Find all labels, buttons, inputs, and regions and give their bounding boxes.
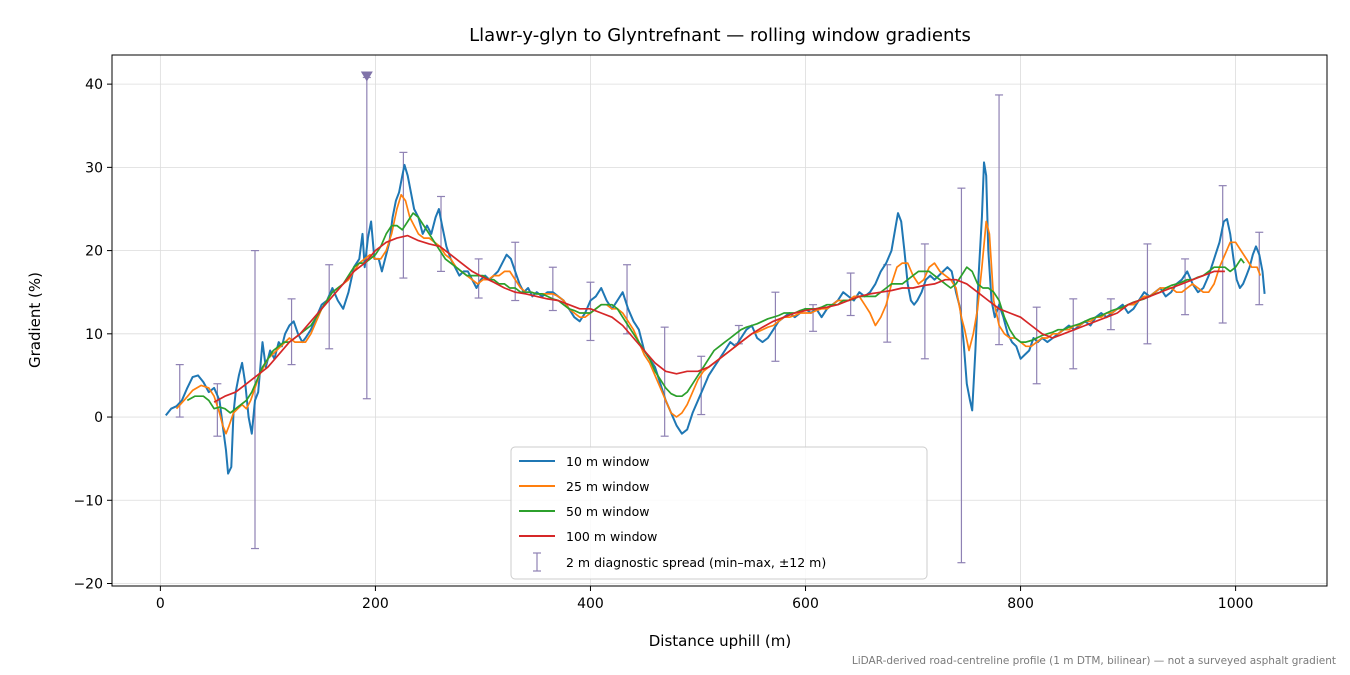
legend-label-25m: 25 m window [566, 479, 649, 494]
errorbar [325, 264, 334, 350]
y-axis-label: Gradient (%) [26, 272, 44, 368]
x-tick-label: 0 [156, 596, 165, 612]
x-tick-label: 400 [577, 596, 604, 612]
legend-label-10m: 10 m window [566, 454, 649, 469]
x-tick-label: 1000 [1218, 596, 1254, 612]
plot-frame [111, 54, 1328, 587]
x-axis-label: Distance uphill (m) [649, 632, 791, 650]
y-axis-ticks: −20 −10 0 10 20 30 40 [73, 77, 112, 593]
errorbar [437, 195, 446, 272]
x-tick-label: 800 [1007, 596, 1034, 612]
legend-swatch-errorbar [533, 552, 541, 572]
legend-label-100m: 100 m window [566, 529, 657, 544]
y-tick-label: 0 [94, 410, 103, 426]
x-tick-label: 600 [792, 596, 819, 612]
y-tick-label: 10 [85, 327, 103, 343]
errorbar [697, 355, 706, 416]
legend: 10 m window 25 m window 50 m window 100 … [510, 446, 928, 580]
x-tick-label: 200 [362, 596, 389, 612]
series-lines [165, 161, 1266, 475]
errorbar [660, 326, 669, 437]
errorbar [920, 243, 929, 360]
y-tick-label: −10 [73, 493, 103, 509]
legend-label-errorbar: 2 m diagnostic spread (min–max, ±12 m) [566, 555, 826, 570]
errorbar [1032, 306, 1041, 385]
y-tick-label: 40 [85, 77, 103, 93]
legend-box [510, 446, 928, 580]
errorbar [1069, 298, 1078, 370]
errorbar [846, 272, 855, 317]
legend-label-50m: 50 m window [566, 504, 649, 519]
series-line-3 [186, 212, 1245, 414]
errorbar [175, 364, 184, 418]
clipped-max-marker [360, 71, 373, 82]
footnote: LiDAR-derived road-centreline profile (1… [852, 655, 1336, 667]
errorbar [586, 281, 595, 342]
y-tick-label: −20 [73, 577, 103, 593]
errorbar [474, 258, 483, 299]
errorbar [548, 266, 557, 312]
series-line-4 [213, 234, 1225, 403]
errorbar [1255, 231, 1264, 306]
errorbar [1218, 185, 1227, 324]
errorbar [213, 383, 222, 437]
x-axis-ticks: 0 200 400 600 800 1000 [156, 586, 1254, 612]
errorbar [957, 187, 966, 564]
errorbar [1181, 258, 1190, 316]
errorbar [287, 298, 296, 366]
chart-title: Llawr-y-glyn to Glyntrefnant — rolling w… [469, 25, 971, 46]
errorbar-group [175, 71, 1264, 564]
y-tick-label: 20 [85, 244, 103, 260]
grid-lines [112, 55, 1327, 586]
y-tick-label: 30 [85, 160, 103, 176]
